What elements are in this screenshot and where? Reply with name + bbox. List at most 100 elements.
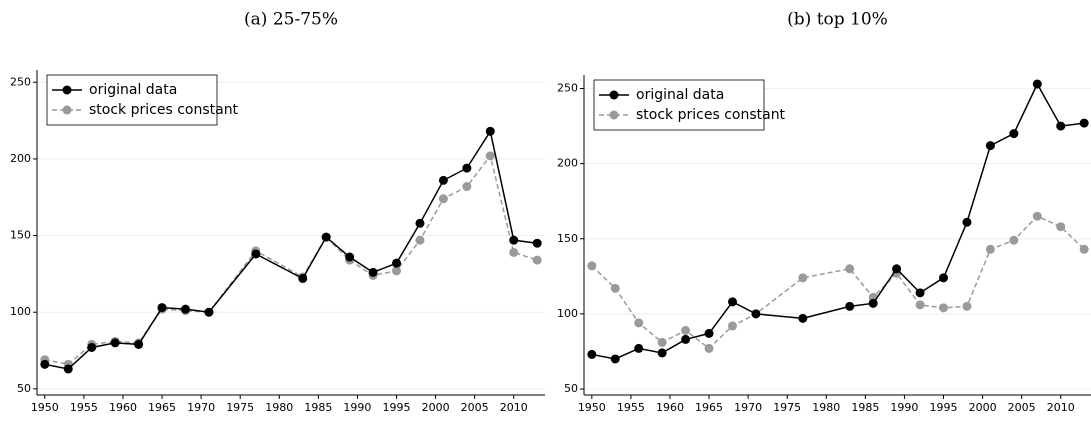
legend-marker — [609, 90, 619, 100]
x-tick-label: 1970 — [734, 401, 762, 414]
data-point — [63, 364, 73, 374]
data-point — [915, 300, 925, 310]
x-tick-label: 1985 — [304, 401, 332, 414]
data-point — [939, 303, 949, 313]
legend-box — [593, 79, 765, 131]
data-point — [939, 273, 949, 283]
data-point — [681, 334, 691, 344]
x-tick-label: 1970 — [187, 401, 215, 414]
x-tick-label: 2000 — [969, 401, 997, 414]
x-tick-label: 1950 — [31, 401, 59, 414]
data-point — [634, 318, 644, 328]
panel-title: (a) 25-75% — [244, 10, 338, 30]
x-tick-label: 2010 — [500, 401, 528, 414]
y-tick-label: 150 — [557, 232, 578, 245]
legend-box — [46, 74, 218, 126]
data-point — [704, 328, 714, 338]
x-tick-label: 2005 — [1008, 401, 1036, 414]
data-point — [915, 288, 925, 298]
data-point — [438, 194, 448, 204]
x-tick-label: 1995 — [930, 401, 958, 414]
data-point — [845, 301, 855, 311]
data-point — [751, 309, 761, 319]
data-point — [298, 273, 308, 283]
data-point — [532, 238, 542, 248]
data-point — [485, 126, 495, 136]
data-point — [868, 298, 878, 308]
x-tick-label: 1965 — [148, 401, 176, 414]
legend-marker — [609, 110, 619, 120]
x-tick-label: 1955 — [617, 401, 645, 414]
y-tick-label: 50 — [564, 382, 578, 395]
y-tick-label: 200 — [557, 157, 578, 170]
data-point — [251, 249, 261, 259]
x-tick-label: 2005 — [461, 401, 489, 414]
legend-marker — [62, 85, 72, 95]
data-point — [204, 307, 214, 317]
series-line — [591, 215, 1085, 350]
x-tick-label: 1955 — [70, 401, 98, 414]
data-point — [798, 313, 808, 323]
data-point — [532, 255, 542, 265]
data-point — [962, 301, 972, 311]
data-point — [1009, 235, 1019, 245]
data-point — [892, 264, 902, 274]
x-tick-label: 2010 — [1047, 401, 1075, 414]
data-point — [345, 252, 355, 262]
data-point — [587, 261, 597, 271]
data-point — [1009, 129, 1019, 139]
legend-label: stock prices constant — [636, 107, 786, 123]
y-tick-label: 200 — [10, 152, 31, 165]
x-tick-label: 1995 — [383, 401, 411, 414]
data-point — [321, 232, 331, 242]
legend-label: original data — [89, 82, 177, 98]
data-point — [704, 343, 714, 353]
data-point — [610, 283, 620, 293]
data-point — [657, 337, 667, 347]
x-tick-label: 1965 — [695, 401, 723, 414]
data-point — [485, 151, 495, 161]
data-point — [392, 258, 402, 268]
data-point — [798, 273, 808, 283]
legend-marker — [62, 105, 72, 115]
x-tick-label: 1960 — [656, 401, 684, 414]
data-point — [1056, 121, 1066, 131]
data-point — [1056, 222, 1066, 232]
data-point — [587, 349, 597, 359]
y-tick-label: 100 — [557, 307, 578, 320]
panel-title: (b) top 10% — [787, 10, 888, 30]
data-point — [509, 247, 519, 257]
data-point — [438, 175, 448, 185]
data-point — [134, 339, 144, 349]
x-tick-label: 2000 — [422, 401, 450, 414]
data-point — [462, 163, 472, 173]
data-point — [415, 235, 425, 245]
x-tick-label: 1975 — [226, 401, 254, 414]
data-point — [157, 303, 167, 313]
x-tick-label: 1980 — [265, 401, 293, 414]
legend-label: original data — [636, 87, 724, 103]
data-point — [462, 182, 472, 192]
data-point — [845, 264, 855, 274]
x-tick-label: 1990 — [343, 401, 371, 414]
data-point — [727, 297, 737, 307]
data-point — [657, 348, 667, 358]
data-point — [610, 354, 620, 364]
x-tick-label: 1990 — [890, 401, 918, 414]
data-point — [985, 244, 995, 254]
data-point — [368, 267, 378, 277]
data-point — [1079, 118, 1089, 128]
x-tick-label: 1975 — [773, 401, 801, 414]
data-point — [87, 342, 97, 352]
data-point — [40, 359, 50, 369]
data-point — [509, 235, 519, 245]
y-tick-label: 250 — [10, 75, 31, 88]
legend-label: stock prices constant — [89, 102, 239, 118]
x-tick-label: 1985 — [851, 401, 879, 414]
y-tick-label: 100 — [10, 305, 31, 318]
data-point — [681, 325, 691, 335]
y-tick-label: 250 — [557, 82, 578, 95]
x-tick-label: 1950 — [578, 401, 606, 414]
y-tick-label: 50 — [17, 382, 31, 395]
